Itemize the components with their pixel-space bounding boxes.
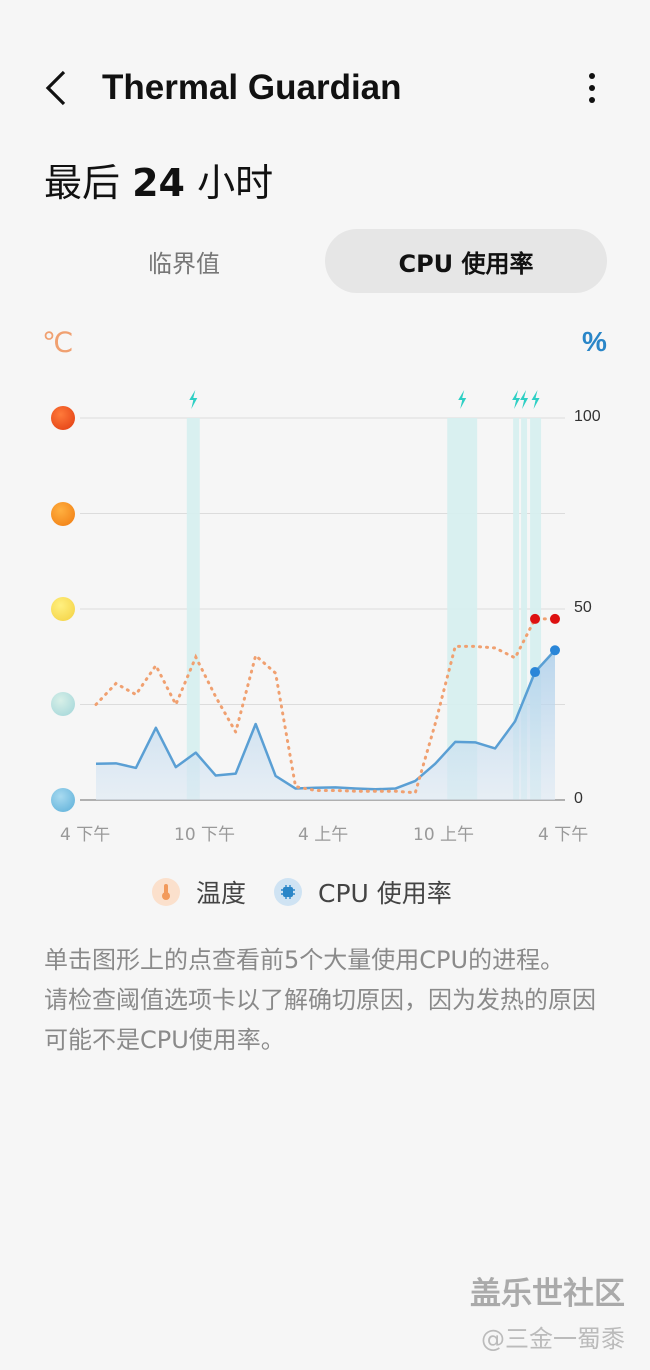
overheat-band [186,418,200,800]
overheat-band [513,418,520,800]
lightning-icon [458,390,467,409]
lightning-icon [189,390,198,409]
lightning-icon [512,390,521,409]
legend-temperature: 温度 [196,879,247,908]
x-tick-label: 10 上午 [413,825,475,845]
overheat-band [521,418,528,800]
y-tick-50: 50 [574,599,592,616]
uneasy-face-icon [51,597,75,621]
x-tick-label: 4 下午 [60,825,111,845]
watermark-community: 盖乐世社区 [470,1276,625,1312]
chevron-left-icon [45,70,66,106]
cpu-chip-icon [274,878,303,906]
lightning-icon [520,390,529,409]
hot-face-icon [51,502,75,526]
back-button[interactable] [40,66,76,110]
watermark: 盖乐世社区 @三金一蜀黍 [470,1268,625,1354]
tab-cpu-usage[interactable]: CPU 使用率 [325,229,607,293]
x-tick-label: 10 下午 [174,825,236,845]
watermark-user: @三金一蜀黍 [481,1325,625,1353]
temperature-point [530,613,541,624]
lightning-icon [531,390,540,409]
cool-face-icon [51,788,75,812]
thermometer-icon [152,878,180,906]
x-tick-label: 4 上午 [298,825,349,845]
y-tick-100: 100 [574,408,601,425]
description: 单击图形上的点查看前5个大量使用CPU的进程。 请检查阈值选项卡以了解确切原因，… [44,940,604,1060]
description-line: 单击图形上的点查看前5个大量使用CPU的进程。 [44,946,565,974]
cpu-usage-line [95,649,556,791]
temperature-line [94,617,557,795]
more-options-button[interactable] [578,70,606,106]
period-number: 24 [132,161,185,205]
temperature-point [550,613,560,624]
period-heading: 最后 24 小时 [44,152,273,207]
chart-legend: 温度 CPU 使用率 [152,874,452,910]
very-hot-face-icon [51,406,75,430]
cpu-usage-point [530,667,541,678]
app-title: Thermal Guardian [102,68,402,107]
overheat-band [530,418,542,800]
period-prefix: 最后 [44,161,121,205]
x-tick-label: 4 下午 [538,825,589,845]
y-tick-0: 0 [574,790,583,807]
period-suffix: 小时 [197,161,274,205]
cpu-temperature-chart[interactable] [0,380,650,840]
tab-threshold[interactable]: 临界值 [148,249,220,278]
comfortable-face-icon [51,692,75,716]
description-line: 请检查阈值选项卡以了解确切原因，因为发热的原因可能不是CPU使用率。 [44,986,596,1054]
cpu-usage-point [550,645,560,656]
temperature-unit: ℃ [42,327,74,358]
overheat-band [447,418,478,800]
cpu-usage-area [96,650,555,800]
percent-unit: % [582,326,607,357]
more-vertical-icon [589,73,595,103]
legend-cpu-usage: CPU 使用率 [318,879,452,908]
